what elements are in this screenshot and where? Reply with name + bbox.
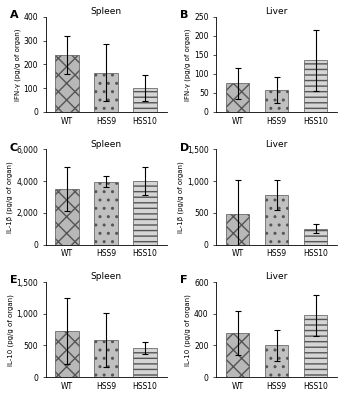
- Text: D: D: [180, 143, 189, 153]
- Text: A: A: [10, 10, 18, 20]
- Bar: [226, 333, 249, 377]
- Bar: [226, 83, 249, 112]
- Bar: [95, 340, 118, 377]
- Bar: [304, 315, 327, 377]
- Y-axis label: IFN-γ (pg/g of organ): IFN-γ (pg/g of organ): [185, 28, 191, 101]
- Bar: [265, 90, 288, 112]
- Title: Liver: Liver: [266, 7, 288, 16]
- Text: C: C: [10, 143, 18, 153]
- Bar: [304, 229, 327, 244]
- Bar: [95, 72, 118, 112]
- Title: Spleen: Spleen: [90, 7, 122, 16]
- Bar: [133, 88, 157, 112]
- Title: Spleen: Spleen: [90, 272, 122, 281]
- Bar: [55, 331, 79, 377]
- Bar: [304, 60, 327, 112]
- Bar: [55, 189, 79, 244]
- Bar: [133, 181, 157, 244]
- Y-axis label: IFN-γ (pg/g of organ): IFN-γ (pg/g of organ): [14, 28, 21, 101]
- Y-axis label: IL-1β (pg/g of organ): IL-1β (pg/g of organ): [7, 161, 13, 233]
- Text: E: E: [10, 275, 17, 285]
- Bar: [265, 345, 288, 377]
- Text: F: F: [180, 275, 187, 285]
- Title: Spleen: Spleen: [90, 140, 122, 148]
- Text: B: B: [180, 10, 189, 20]
- Y-axis label: IL-1β (pg/g of organ): IL-1β (pg/g of organ): [178, 161, 184, 233]
- Title: Liver: Liver: [266, 272, 288, 281]
- Y-axis label: IL-10 (pg/g of organ): IL-10 (pg/g of organ): [7, 294, 13, 365]
- Bar: [226, 214, 249, 244]
- Y-axis label: IL-10 (pg/g of organ): IL-10 (pg/g of organ): [185, 294, 191, 365]
- Bar: [95, 182, 118, 244]
- Bar: [265, 195, 288, 244]
- Bar: [55, 55, 79, 112]
- Bar: [133, 348, 157, 377]
- Title: Liver: Liver: [266, 140, 288, 148]
